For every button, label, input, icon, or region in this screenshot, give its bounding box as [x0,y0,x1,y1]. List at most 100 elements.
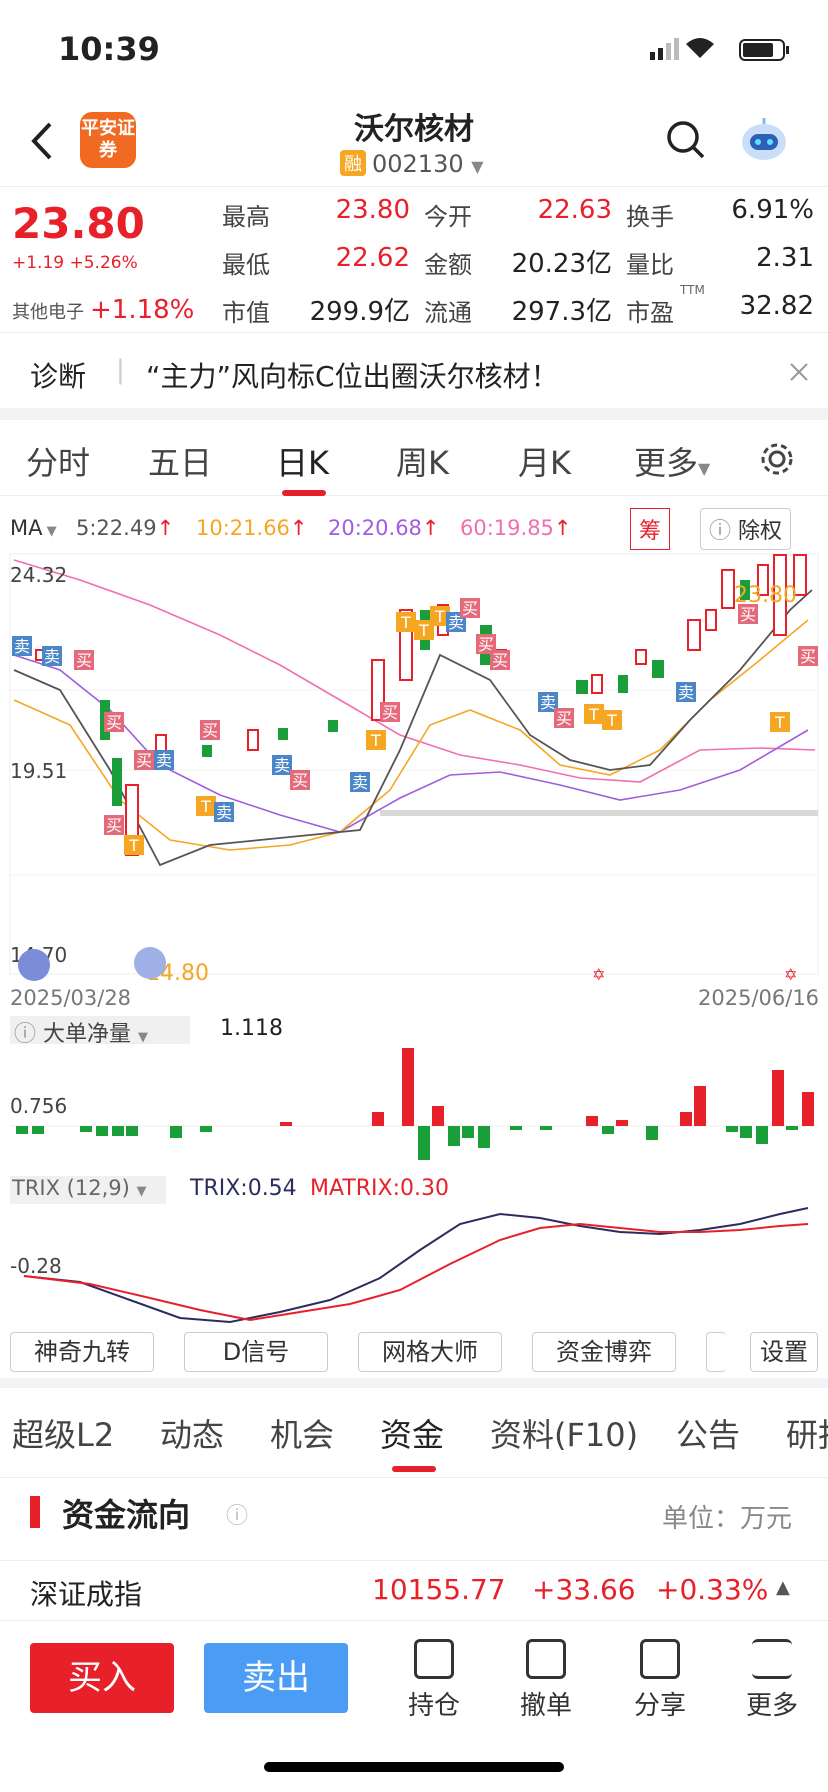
support-band [380,810,818,816]
net-volume-label: 大单净量 [43,1022,132,1047]
ma-selector[interactable]: MA ▼ [10,516,57,540]
positions-button[interactable]: 持仓 [394,1639,474,1722]
quote-value-amount: 20.23亿 [511,249,612,279]
status-bar: 10:39 [0,0,828,100]
expand-up-icon[interactable]: ▲ [776,1577,790,1598]
quote-label-float-cap: 流通 [424,299,472,327]
ma10-text: 10:21.66 [196,516,290,540]
tab-super-l2[interactable]: 超级L2 [12,1416,115,1454]
trade-signal-tags: 卖 卖 买 买 买 卖 T 买 T 买 卖 卖 买 卖 T 买 T T T 卖 … [12,598,818,855]
quote-label-turnover: 换手 [626,203,674,231]
svg-text:买: 买 [800,647,816,666]
kline-chart[interactable]: 卖 卖 买 买 买 卖 T 买 T 买 卖 卖 买 卖 T 买 T T T 卖 … [0,550,828,990]
period-tabs: 分时 五日 日K 周K 月K 更多▼ [0,420,828,496]
sell-button[interactable]: 卖出 [204,1643,348,1713]
tab-research[interactable]: 研报 [786,1416,828,1454]
diagnosis-text: “主力”风向标C位出圈沃尔核材！ [146,360,559,393]
sector-name: 其他电子 [12,302,84,323]
candle [793,554,807,596]
d-signal-button[interactable]: D信号 [184,1332,328,1372]
candle [652,660,664,678]
svg-text:T: T [418,621,429,640]
more-button[interactable]: 更多 [732,1639,812,1722]
trix-selector[interactable]: TRIX (12,9) ▼ [10,1176,166,1204]
grid-master-button[interactable]: 网格大师 [358,1332,502,1372]
svg-text:卖: 卖 [274,756,290,775]
tab-capital[interactable]: 资金 [380,1416,445,1454]
f-badge-icon[interactable] [134,947,166,979]
search-icon[interactable] [666,120,706,160]
expand-panel-icon[interactable] [18,949,50,981]
stock-code-selector[interactable]: 融 002130 ▼ [340,150,484,178]
event-star-icon[interactable]: ✡ [592,965,605,984]
up-arrow-icon: ↑ [156,516,175,540]
tab-f10[interactable]: 资料(F10) [490,1416,639,1454]
svg-text:买: 买 [740,605,756,624]
share-label: 分享 [633,1691,686,1721]
tool-settings-button[interactable]: 设置 [750,1332,818,1372]
caret-down-icon: ▼ [42,524,57,539]
robot-assistant-icon[interactable] [738,114,790,164]
tab-more[interactable]: 更多▼ [634,438,710,484]
tool-partial-button[interactable] [706,1332,726,1372]
list-icon [752,1639,792,1679]
share-button[interactable]: 分享 [620,1639,700,1722]
quote-label-high: 最高 [222,203,270,231]
diagnosis-banner[interactable]: 诊断 | “主力”风向标C位出圈沃尔核材！ [0,332,828,408]
candle [278,728,288,740]
magic-nine-button[interactable]: 神奇九转 [10,1332,154,1372]
candle [328,720,338,732]
price-change: +1.19 +5.26% [12,253,138,273]
fund-game-button[interactable]: 资金博弈 [532,1332,676,1372]
tab-announcements[interactable]: 公告 [676,1416,741,1454]
candle [721,569,735,609]
tab-monthly-k[interactable]: 月K [518,444,571,482]
settings-gear-icon[interactable] [758,440,796,478]
svg-text:卖: 卖 [14,637,30,656]
candle [112,758,122,806]
cancel-order-button[interactable]: 撤单 [506,1639,586,1722]
quote-value-pe: 32.82 [739,291,814,321]
svg-text:买: 买 [462,599,478,618]
event-star-icon[interactable]: ✡ [784,965,797,984]
pe-ttm-sup: TTM [680,283,705,297]
quote-label-low: 最低 [222,251,270,279]
y-axis-top: 24.32 [10,563,67,587]
quote-value-low: 22.62 [335,243,410,273]
candle [705,609,717,631]
matrix-value: MATRIX:0.30 [310,1176,450,1201]
svg-text:买: 买 [492,651,508,670]
quote-panel: 23.80 +1.19 +5.26% 其他电子 +1.18% 最高 23.80 今… [0,186,828,332]
tab-five-day[interactable]: 五日 [148,444,213,482]
svg-text:T: T [774,713,785,732]
quote-value-market-cap: 299.9亿 [309,297,410,327]
quote-value-volume-ratio: 2.31 [756,243,814,273]
tab-daily-k[interactable]: 日K [276,444,329,482]
back-icon[interactable] [28,120,58,162]
chip-distribution-button[interactable]: 筹 [630,508,671,550]
ma60-value: 60:19.85↑ [460,516,572,540]
ma10-line [13,619,809,851]
ma20-line [13,654,809,833]
close-icon[interactable] [788,361,810,383]
sector-info[interactable]: 其他电子 +1.18% [12,295,194,325]
tab-weekly-k[interactable]: 周K [396,444,449,482]
svg-text:买: 买 [556,709,572,728]
buy-button[interactable]: 买入 [30,1643,174,1713]
svg-text:卖: 卖 [678,683,694,702]
svg-text:T: T [370,731,381,750]
index-ticker[interactable]: 深证成指 10155.77 +33.66 +0.33% ▲ [0,1560,828,1620]
tab-opportunity[interactable]: 机会 [270,1416,335,1454]
ex-rights-button[interactable]: ⓘ 除权 [700,508,792,550]
net-volume-selector[interactable]: ⓘ 大单净量 ▼ [10,1016,190,1047]
document-icon [414,1639,454,1679]
ma-label: MA [10,516,43,540]
quote-value-turnover: 6.91% [731,195,814,225]
tab-news[interactable]: 动态 [160,1416,225,1454]
tab-intraday[interactable]: 分时 [26,444,91,482]
section-separator [0,1378,828,1388]
info-icon[interactable]: ⓘ [226,1504,249,1529]
margin-badge: 融 [340,150,366,176]
svg-text:买: 买 [292,771,308,790]
section-separator [0,408,828,420]
